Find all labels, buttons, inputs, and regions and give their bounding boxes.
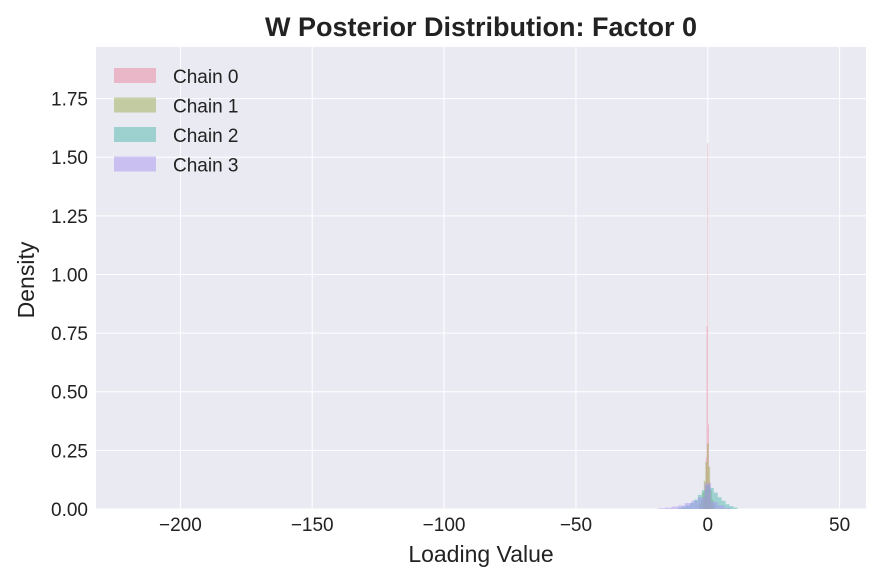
x-tick-label: −100 — [423, 515, 466, 536]
plot-area — [96, 47, 866, 509]
histogram-bar — [707, 143, 709, 509]
histogram-bar — [684, 503, 692, 509]
y-tick-label: 0.00 — [51, 500, 88, 521]
y-tick-label: 1.00 — [51, 265, 88, 286]
x-axis-label: Loading Value — [408, 541, 553, 567]
legend-swatch — [114, 97, 156, 113]
x-tick-label: 0 — [702, 515, 713, 536]
histogram-bar — [733, 507, 738, 509]
histogram-bar — [711, 501, 718, 509]
y-tick-label: 0.50 — [51, 383, 88, 404]
legend-swatch — [114, 127, 156, 142]
chart-title: W Posterior Distribution: Factor 0 — [265, 12, 697, 42]
histogram-bar — [706, 326, 708, 509]
histogram-bar — [717, 497, 722, 509]
legend-label: Chain 2 — [173, 126, 239, 147]
y-tick-label: 1.75 — [51, 90, 88, 111]
histogram-bar — [709, 487, 714, 509]
histogram-bar — [724, 507, 731, 509]
histogram-bar — [713, 492, 718, 509]
legend-swatch — [114, 156, 156, 172]
series-3-bars — [658, 483, 731, 509]
histogram-bar — [704, 483, 712, 509]
legend: Chain 0 Chain 1 Chain 2 Chain 3 — [114, 67, 239, 177]
histogram-bar — [721, 500, 726, 509]
y-tick-label: 1.25 — [51, 207, 88, 228]
histogram-bar — [697, 497, 705, 509]
legend-swatch — [114, 68, 156, 83]
histogram-bar — [729, 506, 734, 509]
y-tick-label: 1.50 — [51, 148, 88, 169]
grid-lines — [96, 47, 866, 510]
histogram-bar — [678, 505, 685, 509]
histogram-bar — [706, 443, 709, 509]
x-tick-label: −50 — [560, 515, 592, 536]
y-tick-label: 0.25 — [51, 441, 88, 462]
y-tick-label: 0.75 — [51, 324, 88, 345]
legend-label: Chain 1 — [173, 97, 239, 118]
histogram-bar — [671, 506, 679, 509]
histogram-bar — [664, 507, 672, 509]
histogram-bar — [717, 505, 725, 509]
x-tick-label: 50 — [829, 515, 850, 536]
histogram-bar — [658, 508, 665, 509]
histogram-bar — [691, 500, 698, 509]
legend-label: Chain 0 — [173, 67, 239, 88]
histogram-bars — [658, 143, 738, 509]
x-tick-label: −200 — [159, 515, 202, 536]
histogram-bar — [725, 504, 730, 509]
y-axis-ticks: 0.00 0.25 0.50 0.75 1.00 1.25 1.50 1.75 — [51, 90, 88, 521]
x-tick-label: −150 — [291, 515, 334, 536]
x-axis-ticks: −200 −150 −100 −50 0 50 — [159, 515, 850, 536]
y-axis-label: Density — [13, 241, 39, 318]
legend-label: Chain 3 — [173, 156, 239, 177]
